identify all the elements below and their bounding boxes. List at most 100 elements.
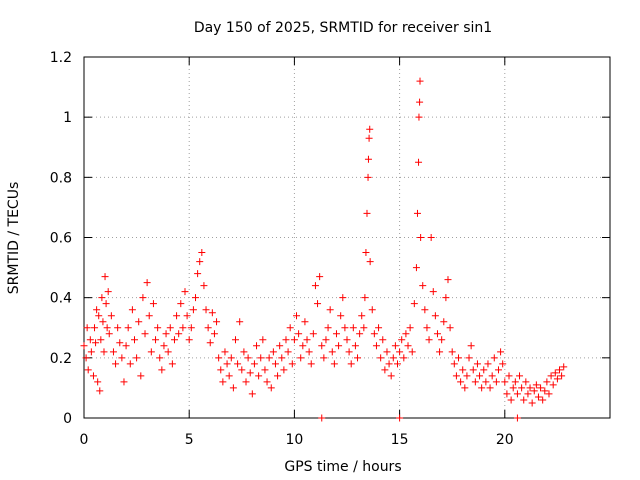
data-point: [396, 348, 404, 356]
data-point: [284, 348, 292, 356]
data-point: [343, 336, 351, 344]
data-point: [497, 348, 505, 356]
x-tick-label: 15: [391, 432, 409, 448]
x-tick-label: 10: [285, 432, 303, 448]
y-tick-label: 0.4: [50, 291, 72, 307]
data-point: [126, 360, 134, 368]
data-point: [446, 324, 454, 332]
data-point: [274, 372, 282, 380]
data-point: [116, 339, 124, 347]
data-point: [217, 366, 225, 374]
data-point: [438, 336, 446, 344]
data-point: [147, 348, 155, 356]
data-point: [385, 360, 393, 368]
data-point: [82, 354, 90, 362]
data-point: [448, 348, 456, 356]
data-point: [457, 378, 465, 386]
data-point: [282, 336, 290, 344]
data-point: [194, 270, 202, 278]
data-point: [465, 354, 473, 362]
data-point: [86, 336, 94, 344]
data-point: [345, 348, 353, 356]
data-point: [261, 366, 269, 374]
data-point: [280, 366, 288, 374]
data-point: [168, 360, 176, 368]
data-point: [467, 342, 475, 350]
data-point: [480, 366, 488, 374]
data-point: [484, 360, 492, 368]
data-point: [368, 306, 376, 314]
data-point: [112, 360, 120, 368]
data-point: [295, 330, 303, 338]
grid: [84, 57, 610, 418]
data-point: [97, 336, 105, 344]
data-point: [122, 342, 130, 350]
data-point: [416, 77, 424, 85]
data-point: [471, 378, 479, 386]
data-point: [309, 330, 317, 338]
data-point: [290, 336, 298, 344]
data-point: [269, 348, 277, 356]
data-point: [164, 348, 172, 356]
data-point: [389, 354, 397, 362]
data-point: [242, 378, 250, 386]
data-point: [293, 312, 301, 320]
data-point: [156, 354, 164, 362]
data-point: [387, 372, 395, 380]
data-point: [501, 378, 509, 386]
y-tick-label: 0.6: [50, 231, 72, 247]
data-point: [179, 324, 187, 332]
data-point: [288, 360, 296, 368]
data-point: [305, 348, 313, 356]
data-points: [80, 77, 568, 422]
data-point: [364, 173, 372, 181]
x-axis-label: GPS time / hours: [284, 459, 401, 475]
data-point: [263, 378, 271, 386]
data-point: [423, 324, 431, 332]
data-point: [553, 375, 561, 383]
y-tick-label: 0.2: [50, 351, 72, 367]
data-point: [503, 390, 511, 398]
data-point: [545, 390, 553, 398]
data-point: [459, 366, 467, 374]
data-point: [383, 348, 391, 356]
plot-frame: [83, 56, 611, 419]
data-point: [358, 312, 366, 320]
data-point: [513, 390, 521, 398]
data-point: [494, 366, 502, 374]
data-point: [103, 324, 111, 332]
data-point: [166, 324, 174, 332]
data-point: [366, 258, 374, 266]
data-point: [417, 234, 425, 241]
data-point: [210, 330, 218, 338]
data-point: [509, 384, 517, 392]
data-point: [528, 399, 536, 407]
data-point: [318, 342, 326, 350]
y-tick-label: 1: [63, 110, 72, 126]
data-point: [356, 330, 364, 338]
data-point: [118, 354, 126, 362]
data-point: [185, 336, 193, 344]
data-point: [349, 324, 357, 332]
data-point: [476, 372, 484, 380]
data-point: [276, 342, 284, 350]
data-point: [410, 300, 418, 308]
data-point: [341, 324, 349, 332]
data-point: [89, 372, 97, 380]
data-point: [413, 209, 421, 217]
data-point: [488, 372, 496, 380]
data-point: [549, 381, 557, 389]
data-point: [255, 372, 263, 380]
data-point: [98, 294, 106, 302]
data-point: [114, 324, 122, 332]
data-point: [229, 384, 237, 392]
data-point: [257, 354, 265, 362]
data-point: [539, 396, 547, 404]
data-point: [362, 249, 370, 257]
data-point: [366, 125, 374, 133]
data-point: [213, 318, 221, 326]
data-point: [225, 372, 233, 380]
data-point: [93, 306, 101, 314]
data-point: [425, 336, 433, 344]
data-point: [516, 372, 524, 380]
